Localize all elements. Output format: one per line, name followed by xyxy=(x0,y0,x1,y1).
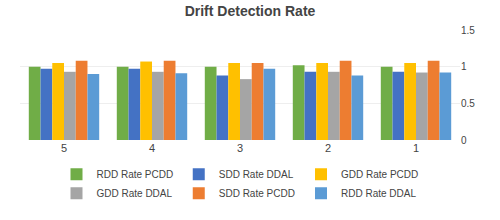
svg-text:1.5: 1.5 xyxy=(461,25,475,36)
svg-text:RDD Rate DDAL: RDD Rate DDAL xyxy=(341,188,416,199)
svg-text:GDD Rate DDAL: GDD Rate DDAL xyxy=(97,188,173,199)
svg-text:3: 3 xyxy=(237,142,243,154)
svg-text:1: 1 xyxy=(461,61,467,72)
svg-text:0: 0 xyxy=(461,135,467,146)
svg-text:SDD Rate PCDD: SDD Rate PCDD xyxy=(219,188,295,199)
svg-text:SDD Rate DDAL: SDD Rate DDAL xyxy=(219,169,294,180)
svg-text:5: 5 xyxy=(61,142,67,154)
svg-text:RDD Rate PCDD: RDD Rate PCDD xyxy=(97,169,174,180)
svg-text:Drift Detection Rate: Drift Detection Rate xyxy=(185,3,316,19)
svg-text:1: 1 xyxy=(413,142,419,154)
svg-text:4: 4 xyxy=(149,142,155,154)
svg-text:0.5: 0.5 xyxy=(461,98,475,109)
svg-text:2: 2 xyxy=(325,142,331,154)
svg-text:GDD Rate PCDD: GDD Rate PCDD xyxy=(341,169,418,180)
